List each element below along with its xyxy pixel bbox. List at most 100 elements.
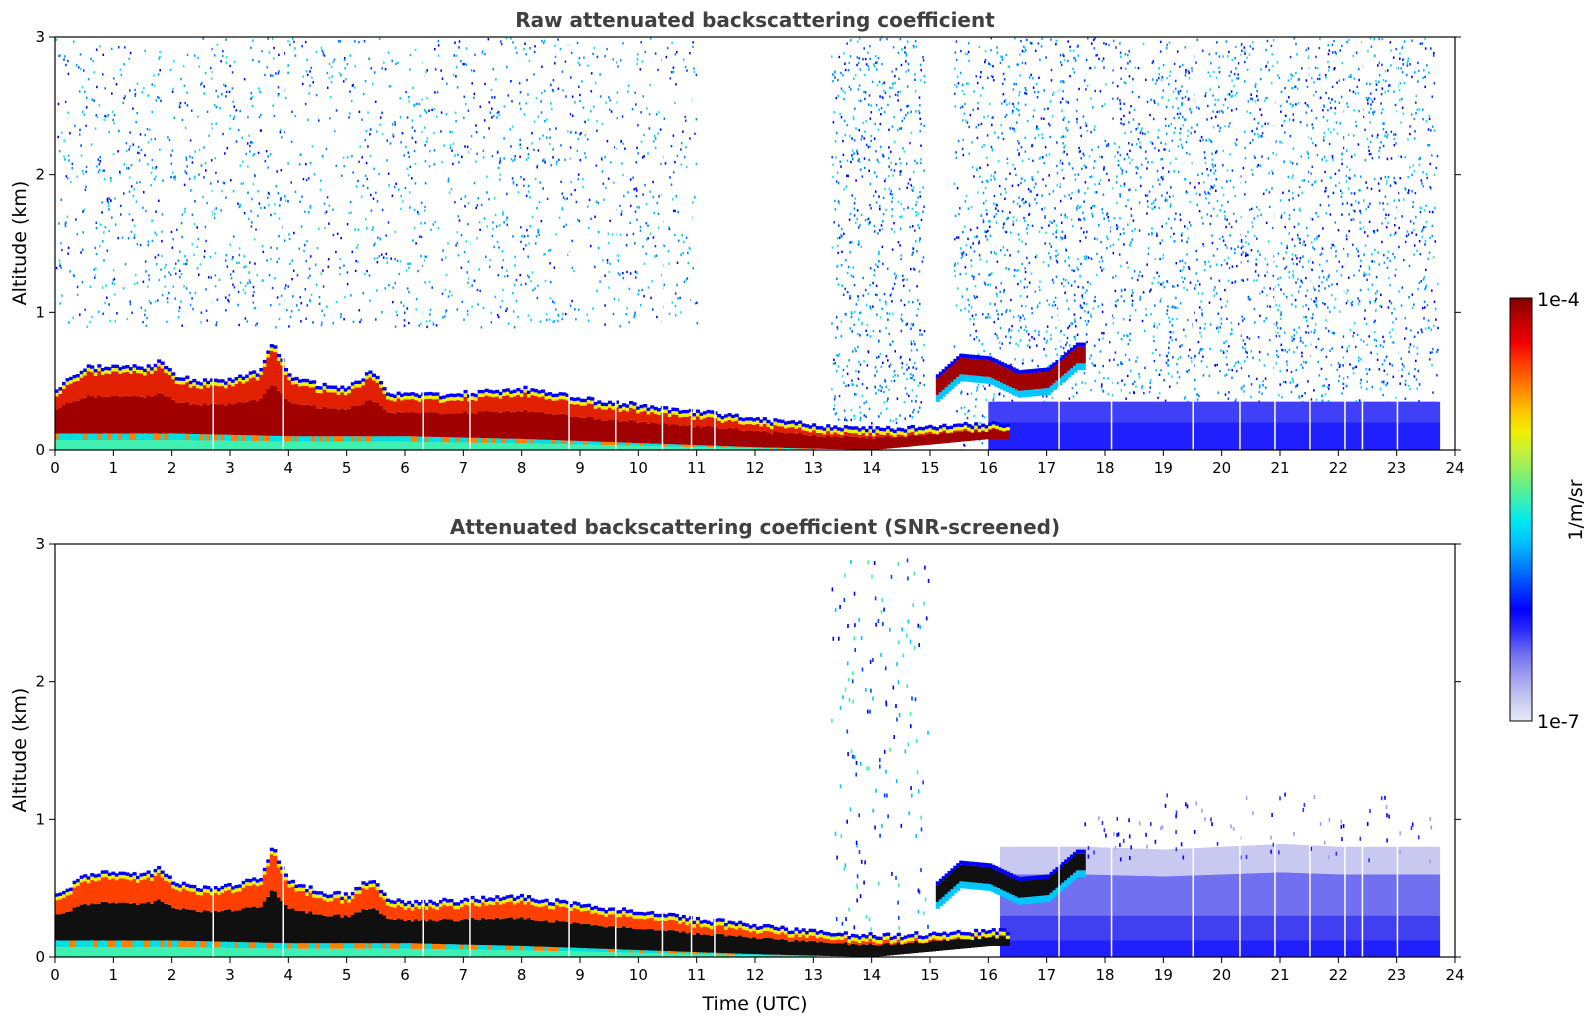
noise-pixel [242, 160, 244, 163]
noise-pixel [909, 225, 911, 229]
noise-pixel [348, 116, 350, 119]
noise-pixel [153, 178, 156, 181]
noise-pixel [844, 418, 846, 421]
noise-pixel [647, 152, 649, 155]
noise-pixel [320, 323, 323, 327]
noise-pixel [1297, 278, 1299, 281]
noise-pixel [374, 242, 376, 245]
noise-pixel [1280, 216, 1283, 219]
noise-pixel [1121, 172, 1123, 175]
noise-pixel [1253, 217, 1256, 220]
noise-pixel [390, 257, 392, 260]
noise-pixel [437, 44, 440, 47]
noise-pixel [1067, 120, 1070, 124]
noise-pixel [917, 224, 919, 227]
noise-pixel [224, 296, 227, 299]
noise-pixel [879, 316, 882, 319]
noise-pixel [210, 182, 212, 185]
noise-pixel [1166, 312, 1168, 316]
noise-pixel [1418, 240, 1421, 243]
noise-pixel [693, 70, 696, 73]
noise-pixel [219, 107, 221, 110]
noise-pixel [905, 52, 908, 55]
noise-pixel [616, 91, 619, 94]
noise-pixel [1016, 107, 1018, 111]
noise-pixel [1297, 194, 1300, 197]
noise-pixel [111, 282, 114, 285]
noise-pixel [1252, 47, 1254, 50]
noise-pixel [1134, 66, 1137, 69]
noise-pixel [171, 246, 174, 249]
noise-pixel [1217, 98, 1219, 102]
noise-pixel [1383, 253, 1385, 257]
noise-pixel [309, 274, 311, 277]
noise-pixel [852, 77, 855, 80]
noise-pixel [309, 255, 312, 258]
noise-pixel [119, 68, 122, 72]
noise-pixel [1422, 108, 1424, 111]
noise-pixel [1259, 108, 1261, 111]
noise-pixel [1221, 186, 1223, 189]
noise-pixel [1422, 307, 1424, 310]
noise-pixel [1254, 85, 1257, 88]
noise-pixel [1432, 391, 1434, 394]
noise-pixel [653, 134, 656, 138]
noise-pixel [963, 443, 965, 447]
noise-pixel [680, 253, 682, 256]
noise-pixel [507, 94, 509, 97]
noise-pixel [1387, 69, 1389, 72]
noise-pixel [854, 393, 856, 396]
noise-pixel [650, 296, 652, 300]
noise-pixel [560, 180, 562, 184]
noise-pixel [577, 178, 580, 181]
noise-pixel [1241, 49, 1243, 52]
noise-pixel [617, 65, 619, 68]
noise-pixel [1407, 57, 1410, 60]
noise-pixel [1431, 234, 1434, 238]
noise-pixel [491, 107, 493, 110]
noise-pixel [634, 210, 637, 213]
noise-pixel [1328, 142, 1331, 146]
noise-pixel [183, 84, 186, 87]
noise-pixel [461, 155, 463, 158]
noise-pixel [1230, 225, 1233, 229]
noise-pixel [144, 49, 146, 53]
noise-pixel [1021, 159, 1024, 163]
noise-pixel [1264, 257, 1267, 261]
noise-pixel [209, 255, 212, 259]
noise-pixel [1355, 247, 1358, 250]
noise-pixel [150, 171, 153, 175]
noise-pixel [1292, 273, 1294, 277]
noise-pixel [919, 191, 921, 194]
noise-pixel [1417, 69, 1420, 73]
noise-pixel [857, 159, 860, 162]
noise-pixel [1135, 166, 1137, 169]
noise-pixel [475, 160, 477, 163]
noise-pixel [109, 319, 111, 323]
noise-pixel [1146, 100, 1149, 104]
noise-pixel [1404, 397, 1407, 400]
noise-pixel [226, 265, 229, 268]
noise-pixel [350, 211, 352, 214]
noise-pixel [1251, 221, 1253, 224]
noise-pixel [172, 285, 175, 288]
noise-pixel [1136, 126, 1139, 130]
noise-pixel [1262, 384, 1264, 387]
noise-pixel [357, 179, 359, 183]
noise-pixel [1006, 248, 1009, 252]
noise-pixel [1120, 362, 1122, 365]
noise-pixel [1115, 300, 1117, 303]
noise-pixel [987, 283, 989, 287]
noise-pixel [674, 101, 676, 105]
noise-pixel [962, 153, 965, 157]
noise-pixel [245, 265, 247, 268]
noise-pixel [967, 410, 969, 414]
noise-pixel [1398, 226, 1400, 230]
noise-pixel [300, 320, 302, 323]
noise-pixel [995, 203, 998, 206]
noise-pixel [640, 304, 642, 307]
noise-pixel [1087, 320, 1090, 323]
noise-pixel [1279, 276, 1281, 279]
noise-pixel [1382, 202, 1384, 205]
noise-pixel [1292, 262, 1295, 265]
